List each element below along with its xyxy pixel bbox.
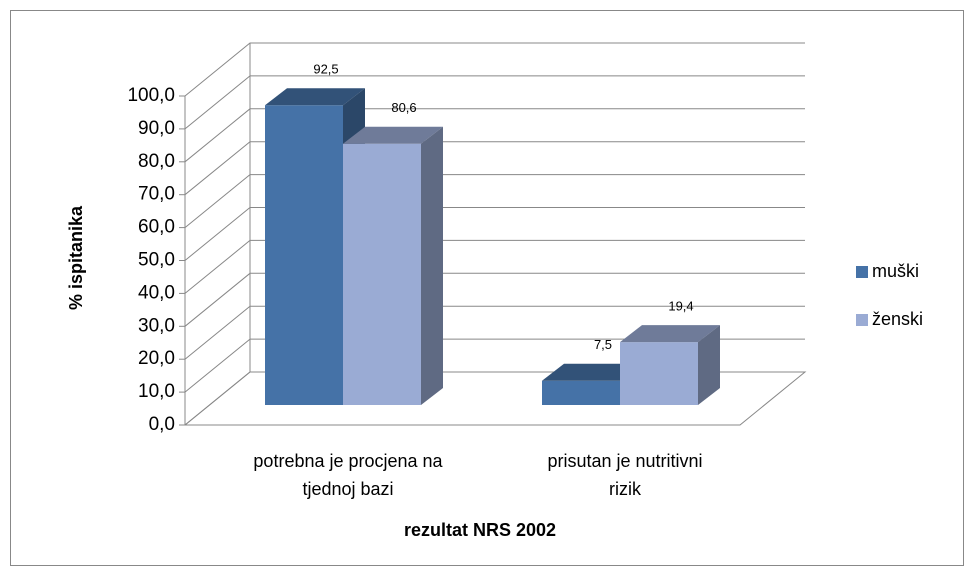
bar-top [343,126,443,144]
data-label: 92,5 [313,62,338,77]
data-label: 80,6 [391,100,416,115]
y-axis-title: % ispitanika [66,205,86,310]
bar-front [265,105,343,406]
bar-front [343,143,421,406]
x-tick-label: potrebna je procjena na tjednoj bazi [253,451,443,499]
bar-side [421,126,443,405]
bar [343,126,443,406]
legend-label: muški [872,261,919,281]
legend-label: ženski [872,309,923,329]
bar-top [542,363,642,381]
bar-top [265,88,365,106]
bar-top [620,325,720,343]
bar-side [698,325,720,405]
chart-frame [10,10,964,566]
bar [620,325,720,405]
legend-swatch [856,266,868,278]
y-tick-label: 10,0 [138,381,175,402]
y-tick-label: 0,0 [149,414,175,435]
bar-front [542,380,620,405]
y-tick-label: 50,0 [138,250,175,271]
legend-swatch [856,314,868,326]
x-axis-title: rezultat NRS 2002 [404,520,556,540]
data-label: 7,5 [594,337,612,352]
y-tick-label: 60,0 [138,217,175,238]
y-tick-label: 90,0 [138,118,175,139]
y-tick-label: 20,0 [138,348,175,369]
y-tick-label: 80,0 [138,151,175,172]
y-tick-label: 40,0 [138,282,175,303]
bar-front [620,342,698,405]
x-tick-label: prisutan je nutritivni rizik [547,451,702,499]
y-tick-label: 100,0 [127,85,175,106]
y-tick-label: 70,0 [138,184,175,205]
data-label: 19,4 [668,299,693,314]
y-tick-label: 30,0 [138,315,175,336]
